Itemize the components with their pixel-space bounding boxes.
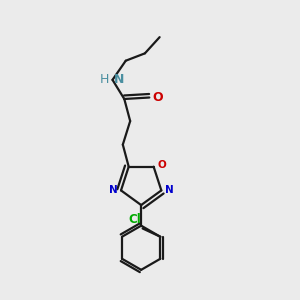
- Text: O: O: [152, 91, 163, 104]
- Text: O: O: [157, 160, 166, 170]
- Text: N: N: [114, 73, 124, 86]
- Text: N: N: [109, 185, 118, 195]
- Text: H: H: [100, 73, 109, 86]
- Text: Cl: Cl: [128, 212, 141, 226]
- Text: N: N: [165, 185, 174, 195]
